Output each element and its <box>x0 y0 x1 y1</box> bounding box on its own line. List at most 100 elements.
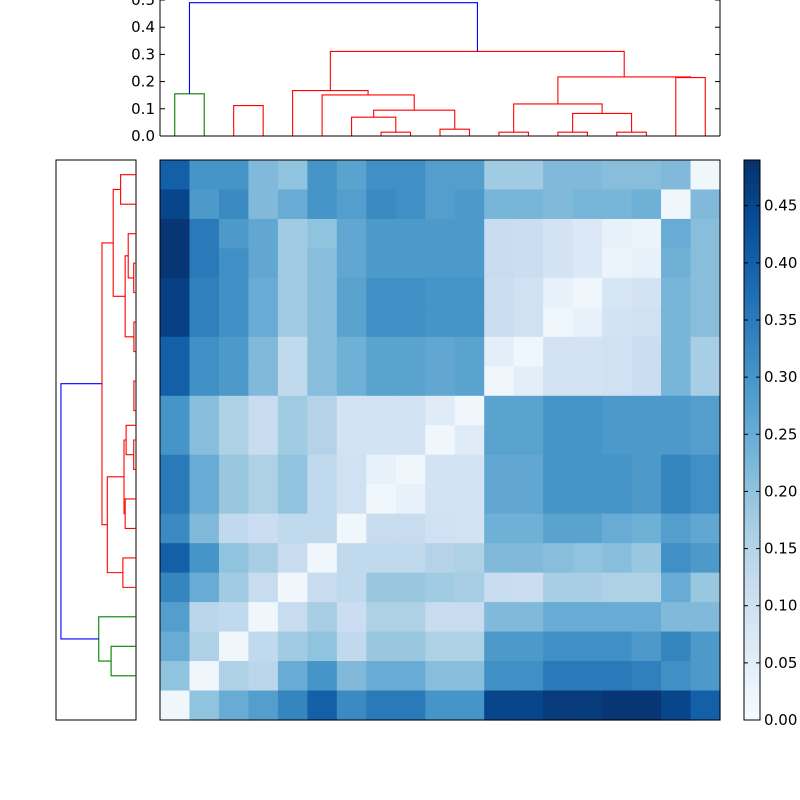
heatmap-cell <box>513 395 544 426</box>
heatmap-cell <box>602 572 633 603</box>
heatmap-cell <box>425 631 456 662</box>
heatmap-cell <box>572 366 603 397</box>
heatmap-cell <box>248 543 279 574</box>
heatmap-cell <box>513 160 544 191</box>
top-dendrogram-link <box>675 76 706 136</box>
heatmap-cell <box>602 336 633 367</box>
heatmap-cell <box>425 513 456 544</box>
heatmap-cell <box>336 425 367 456</box>
heatmap-cell <box>366 572 397 603</box>
y-tick-label: 0.0 <box>131 127 155 145</box>
heatmap-cell <box>513 484 544 515</box>
y-tick-label: 0.3 <box>131 45 155 63</box>
heatmap-cell <box>513 631 544 662</box>
heatmap-cell <box>277 307 308 338</box>
heatmap-cell <box>366 307 397 338</box>
heatmap-cell <box>690 248 721 279</box>
top-dendrogram-link <box>321 94 415 136</box>
heatmap-cell <box>366 189 397 220</box>
heatmap-cell <box>572 543 603 574</box>
heatmap-cell <box>248 484 279 515</box>
heatmap-cell <box>631 248 662 279</box>
heatmap-cell <box>336 336 367 367</box>
heatmap-cell <box>160 631 191 662</box>
heatmap-cell <box>425 307 456 338</box>
heatmap-cell <box>484 454 515 485</box>
heatmap-cell <box>336 602 367 633</box>
heatmap-cell <box>395 690 426 721</box>
top-dendrogram-link <box>380 131 412 136</box>
left-dendrogram-link <box>98 616 136 662</box>
heatmap-cell <box>484 160 515 191</box>
heatmap-cell <box>248 307 279 338</box>
heatmap-cell <box>543 395 574 426</box>
heatmap-cell <box>366 160 397 191</box>
heatmap-cell <box>248 513 279 544</box>
left-dendrogram-link <box>124 255 134 338</box>
colorbar-tick-label: 0.05 <box>764 654 797 672</box>
heatmap-cell <box>454 602 485 633</box>
heatmap-cell <box>189 513 220 544</box>
heatmap-cell <box>572 631 603 662</box>
heatmap-cell <box>543 631 574 662</box>
heatmap-cell <box>661 454 692 485</box>
heatmap-cell <box>336 248 367 279</box>
heatmap-cell <box>307 277 338 308</box>
left-dendrogram-link <box>124 498 136 529</box>
heatmap-cell <box>661 602 692 633</box>
heatmap-cell <box>484 690 515 721</box>
heatmap-cell <box>454 513 485 544</box>
heatmap-cell <box>690 572 721 603</box>
heatmap-cell <box>307 248 338 279</box>
heatmap-cell <box>543 690 574 721</box>
colorbar: 0.00 0.05 0.10 0.15 0.20 0.25 0.30 0.35 0.40 0.45 <box>743 159 797 729</box>
heatmap-cell <box>513 248 544 279</box>
heatmap-cell <box>218 218 250 250</box>
heatmap-cell <box>395 160 426 191</box>
heatmap-cell <box>454 189 485 220</box>
heatmap-cell <box>661 513 692 544</box>
heatmap-cell <box>336 218 367 250</box>
heatmap-cell <box>661 631 692 662</box>
heatmap-cell <box>366 513 397 544</box>
heatmap-cell <box>218 395 250 426</box>
heatmap-cell <box>484 425 515 456</box>
heatmap-cell <box>160 160 191 191</box>
heatmap-cell <box>307 425 338 456</box>
heatmap-cell <box>189 366 220 397</box>
heatmap-cell <box>336 307 367 338</box>
heatmap-cell <box>395 218 426 250</box>
heatmap-cell <box>160 248 191 279</box>
heatmap-cell <box>248 661 279 692</box>
heatmap-cell <box>366 395 397 426</box>
heatmap-cell <box>572 602 603 633</box>
heatmap-cell <box>277 661 308 692</box>
heatmap-cell <box>336 277 367 308</box>
heatmap-cell <box>395 454 426 485</box>
heatmap-cell <box>218 572 250 603</box>
heatmap-cell <box>395 336 426 367</box>
heatmap-cell <box>366 690 397 721</box>
heatmap-cell <box>484 277 515 308</box>
heatmap-cell <box>425 484 456 515</box>
colorbar-tick-label: 0.35 <box>764 311 797 329</box>
colorbar-tick-label: 0.10 <box>764 597 797 615</box>
heatmap-cell <box>661 218 692 250</box>
heatmap-cell <box>661 366 692 397</box>
heatmap-cell <box>690 277 721 308</box>
heatmap-cell <box>218 277 250 308</box>
heatmap-cell <box>454 454 485 485</box>
heatmap-cell <box>425 602 456 633</box>
heatmap-cell <box>189 543 220 574</box>
y-tick-label: 0.2 <box>131 73 155 91</box>
heatmap-cell <box>661 690 692 721</box>
heatmap-cell <box>395 248 426 279</box>
heatmap-cell <box>543 513 574 544</box>
heatmap-cell <box>454 661 485 692</box>
heatmap-cell <box>160 543 191 574</box>
heatmap-cell <box>572 690 603 721</box>
heatmap-cell <box>661 277 692 308</box>
heatmap-cell <box>277 248 308 279</box>
heatmap-cell <box>336 513 367 544</box>
